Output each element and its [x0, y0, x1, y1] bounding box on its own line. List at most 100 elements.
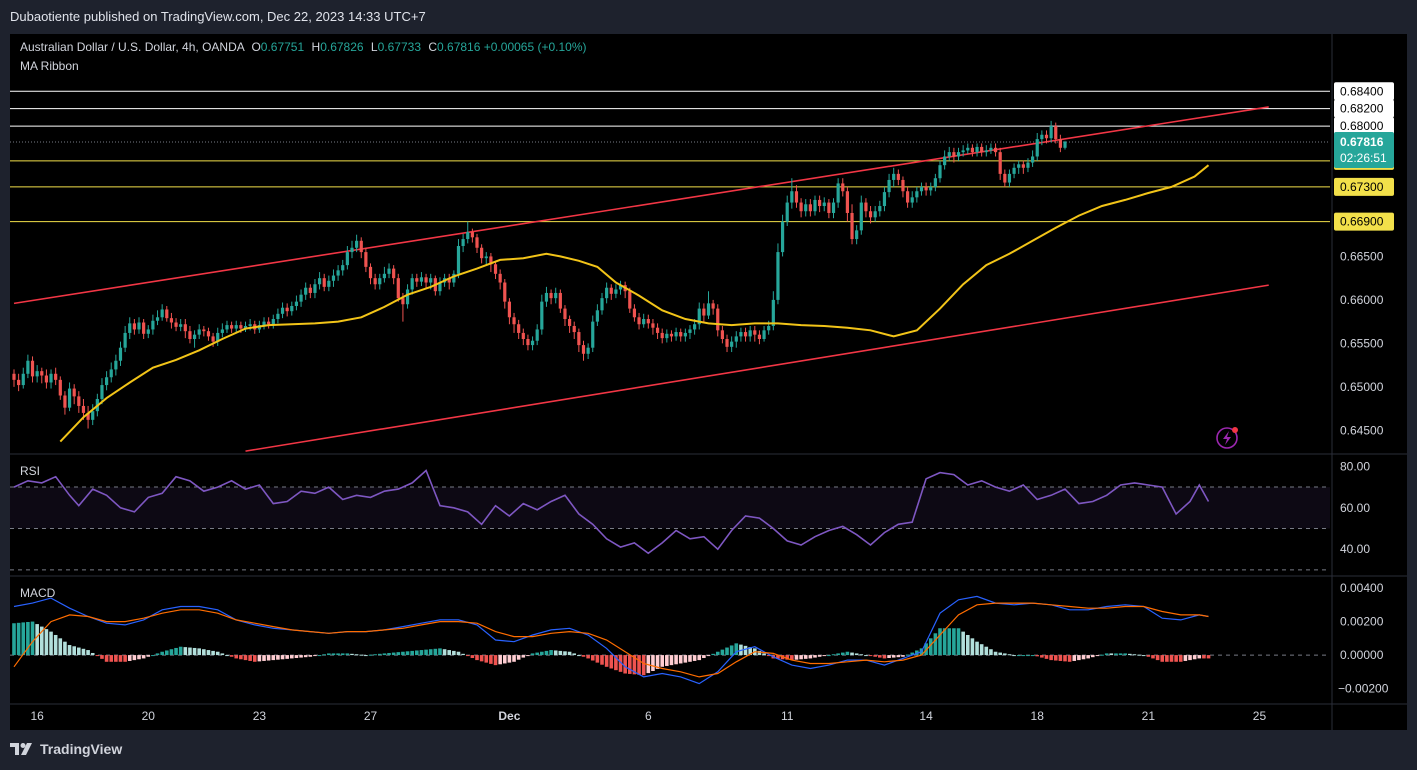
- macd-histogram-bar: [836, 653, 840, 656]
- candle-body: [151, 320, 155, 330]
- candle-body: [1026, 162, 1030, 168]
- macd-histogram-bar: [757, 650, 762, 656]
- candle: [623, 281, 627, 299]
- candle-body: [424, 277, 428, 283]
- candle: [753, 325, 757, 342]
- candle-body: [493, 264, 498, 274]
- macd-label[interactable]: MACD: [20, 586, 56, 600]
- macd-histogram-bar: [197, 648, 201, 656]
- candle: [915, 186, 919, 203]
- macd-histogram-bar: [290, 655, 294, 659]
- candle-body: [271, 319, 275, 325]
- macd-histogram-bar: [952, 628, 956, 656]
- candle-body: [693, 324, 697, 330]
- candle-body: [364, 252, 368, 267]
- macd-histogram-bar: [109, 655, 114, 662]
- ma-ribbon-label[interactable]: MA Ribbon: [20, 59, 79, 73]
- candle: [165, 305, 169, 322]
- macd-histogram-bar: [100, 655, 104, 659]
- macd-histogram-bar: [1049, 655, 1053, 661]
- macd-histogram-bar: [1137, 654, 1141, 656]
- macd-histogram-bar: [1178, 655, 1183, 662]
- macd-histogram-bar: [1141, 655, 1146, 657]
- candle: [21, 367, 25, 389]
- candle: [331, 269, 336, 287]
- macd-histogram-bar: [702, 655, 706, 659]
- chart-svg[interactable]: 0.68400 0.68200 0.68000 0.67300 0.66500 0.660…: [0, 0, 1417, 730]
- macd-histogram-bar: [345, 653, 350, 656]
- candle: [155, 310, 160, 326]
- candle-body: [697, 308, 701, 325]
- candle-body: [915, 191, 919, 198]
- candle: [961, 145, 965, 157]
- macd-histogram-bar: [637, 655, 641, 675]
- candle: [679, 328, 683, 342]
- macd-histogram-bar: [674, 655, 678, 665]
- macd-histogram-bar: [1155, 655, 1160, 661]
- price-level-tag-label: 0.66900: [1340, 215, 1384, 229]
- macd-histogram-bar: [896, 655, 901, 658]
- candle: [785, 195, 789, 227]
- candle-body: [771, 299, 775, 326]
- candle: [938, 160, 942, 183]
- candle-body: [128, 323, 132, 333]
- macd-histogram-bar: [26, 621, 30, 656]
- candle-body: [132, 323, 136, 330]
- macd-histogram-bar: [1118, 653, 1123, 656]
- candle-body: [308, 287, 312, 293]
- macd-histogram-bar: [817, 655, 822, 657]
- candle: [614, 284, 618, 299]
- candle: [230, 321, 234, 333]
- candle: [304, 282, 308, 300]
- macd-histogram-bar: [77, 647, 81, 656]
- candle-body: [401, 298, 405, 305]
- candle-body: [947, 152, 951, 157]
- candle-body: [507, 301, 512, 318]
- candle: [188, 325, 192, 344]
- symbol-label[interactable]: Australian Dollar / U.S. Dollar, 4h, OAN…: [20, 40, 245, 54]
- candle-body: [549, 292, 553, 299]
- candle: [470, 228, 474, 243]
- macd-histogram-bar: [1109, 653, 1114, 656]
- macd-histogram-bar: [132, 655, 137, 661]
- candle: [956, 147, 961, 161]
- macd-tick-label: −0.00200: [1338, 682, 1389, 696]
- macd-histogram-bar: [58, 638, 63, 656]
- candle: [308, 284, 312, 299]
- price-level-tag-label: 0.67300: [1340, 180, 1384, 194]
- candle-body: [748, 330, 752, 337]
- candle-body: [808, 204, 812, 212]
- macd-histogram-bar: [1174, 655, 1178, 662]
- macd-histogram-bar: [336, 653, 340, 656]
- candle-body: [980, 146, 984, 153]
- candle-body: [572, 325, 576, 333]
- macd-histogram-bar: [456, 651, 461, 656]
- macd-histogram-bar: [614, 655, 618, 671]
- candle-body: [544, 292, 549, 302]
- candle: [220, 323, 224, 338]
- candle: [290, 301, 294, 316]
- macd-histogram-bar: [493, 655, 498, 666]
- candle-body: [475, 237, 479, 248]
- macd-histogram-bar: [840, 652, 845, 656]
- macd-histogram-bar: [39, 626, 44, 656]
- candle: [197, 324, 201, 340]
- candle: [688, 325, 692, 340]
- candle-body: [44, 375, 49, 383]
- candle-body: [688, 329, 692, 333]
- tradingview-brand[interactable]: TradingView: [10, 741, 122, 757]
- macd-histogram-bar: [521, 655, 526, 658]
- macd-histogram-bar: [174, 647, 178, 656]
- alert-icon[interactable]: [1216, 427, 1238, 449]
- candle: [456, 239, 461, 279]
- ma-ribbon-line: [59, 164, 1210, 443]
- candle: [581, 340, 586, 361]
- candle-body: [72, 388, 76, 397]
- macd-histogram-bar: [72, 646, 76, 656]
- rsi-label[interactable]: RSI: [20, 464, 41, 478]
- candle-body: [202, 329, 206, 332]
- candle-body: [720, 330, 724, 340]
- macd-histogram-bar: [678, 655, 683, 664]
- candle-body: [577, 332, 581, 346]
- macd-histogram-bar: [1021, 655, 1026, 657]
